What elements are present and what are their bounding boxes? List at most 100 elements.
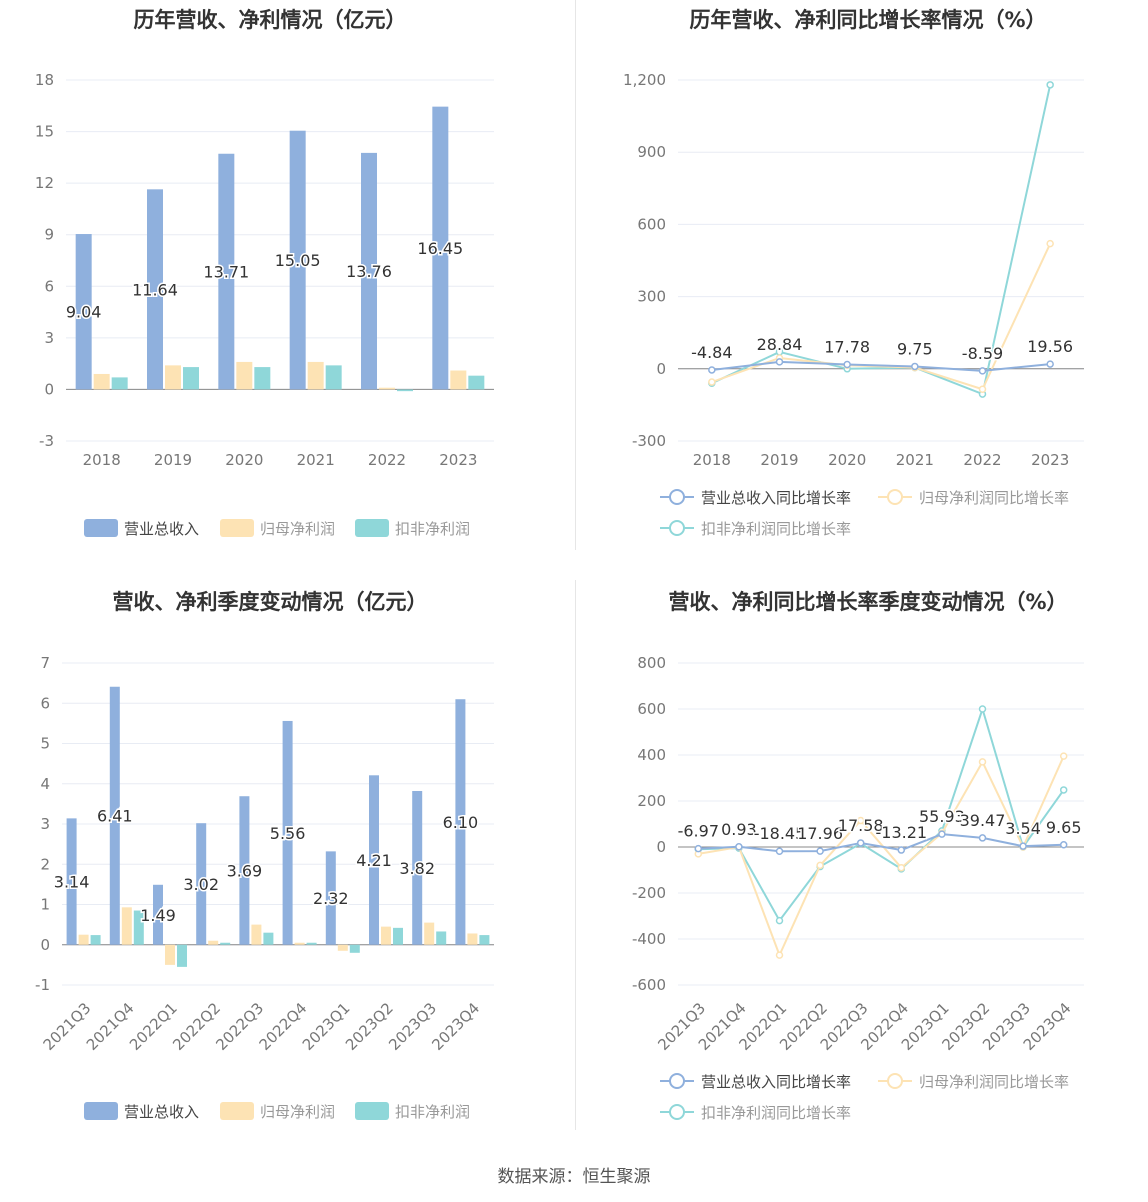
annual-revenue-profit-panel: 历年营收、净利情况（亿元） -3 0 3 6 9 12 15 18 9.04 11.64 13.71…	[0, 0, 574, 560]
legend-marker	[669, 489, 685, 505]
data-label: 6.41	[97, 807, 133, 826]
bar	[479, 935, 490, 945]
y-tick-label: 3	[44, 329, 54, 347]
data-point	[978, 367, 987, 375]
chart-title: 历年营收、净利情况（亿元）	[133, 8, 407, 32]
bar	[361, 152, 377, 390]
data-point	[843, 360, 851, 369]
y-tick-label: 5	[40, 735, 50, 753]
x-tick-label: 2019	[154, 451, 192, 469]
y-tick-label: -200	[632, 884, 666, 902]
data-label: 3.14	[54, 873, 90, 892]
bar	[282, 720, 293, 945]
data-label: 5.56	[270, 824, 306, 843]
data-point	[978, 705, 987, 713]
chart-title: 营收、净利季度变动情况（亿元）	[112, 590, 428, 614]
series-line	[711, 360, 1051, 372]
bar	[153, 884, 163, 945]
data-point	[1046, 81, 1054, 89]
annual-growth-chart: -300 0 300 600 900 1,200 -4.84 28.84 17.78 9.75 -8…	[623, 71, 1084, 538]
data-label: 3.54	[1005, 819, 1041, 838]
legend-swatch	[84, 519, 118, 537]
y-tick-label: 9	[44, 226, 54, 244]
legend-label: 归母净利润	[260, 1103, 335, 1121]
bar	[468, 375, 485, 390]
legend-marker	[669, 1073, 685, 1089]
bar	[90, 935, 101, 945]
x-tick-label: 2018	[83, 451, 121, 469]
data-label: 17.58	[838, 816, 884, 835]
legend-marker	[669, 520, 685, 536]
x-tick-label: 2020	[225, 451, 263, 469]
bar	[397, 389, 413, 392]
bar	[379, 387, 395, 390]
data-point	[775, 951, 784, 959]
legend-label: 归母净利润同比增长率	[919, 489, 1069, 507]
legend-label: 营业总收入同比增长率	[701, 1073, 851, 1091]
bar	[239, 796, 250, 945]
data-label: -6.97	[678, 822, 719, 841]
series-line	[698, 833, 1064, 853]
legend-swatch	[355, 1102, 389, 1120]
data-point	[1046, 360, 1054, 368]
chart-title: 营收、净利同比增长率季度变动情况（%）	[668, 590, 1068, 614]
data-label: 39.47	[960, 811, 1006, 830]
bar	[196, 823, 207, 945]
data-point	[708, 378, 716, 386]
x-tick-label: 2023	[439, 451, 477, 469]
series-line	[698, 755, 1065, 958]
quarterly-growth-panel: 营收、净利同比增长率季度变动情况（%） -600 -400 -200 0 200 400 6…	[574, 580, 1148, 1140]
bar	[121, 907, 132, 945]
vertical-divider	[575, 0, 576, 550]
bar	[325, 851, 336, 945]
y-tick-label: -600	[632, 976, 666, 994]
data-label: 3.69	[227, 861, 263, 880]
data-label: 9.04	[66, 303, 102, 322]
data-point	[816, 861, 824, 870]
bar	[455, 699, 466, 945]
data-label: 1.49	[140, 906, 176, 925]
data-point	[897, 846, 906, 854]
bar	[307, 361, 324, 390]
data-point	[816, 847, 824, 855]
bar	[263, 932, 274, 945]
y-tick-label: 300	[637, 288, 666, 306]
bar	[349, 944, 360, 953]
legend-label: 营业总收入同比增长率	[701, 489, 851, 507]
y-tick-label: 1	[40, 896, 50, 914]
data-label: 9.65	[1046, 818, 1082, 837]
data-point	[1059, 752, 1068, 760]
data-point	[978, 834, 987, 842]
bar	[165, 944, 175, 965]
y-tick-label: -1	[35, 976, 50, 994]
chart-title: 历年营收、净利同比增长率情况（%）	[689, 8, 1047, 32]
bar	[325, 365, 342, 390]
legend-swatch	[220, 1102, 254, 1120]
data-label: 19.56	[1027, 337, 1073, 356]
legend-swatch	[355, 519, 389, 537]
y-tick-label: 7	[40, 654, 50, 672]
annual-revenue-profit-chart: -3 0 3 6 9 12 15 18 9.04 11.64 13.71 15.05 13.76 16.4…	[35, 71, 494, 538]
data-point	[775, 916, 784, 925]
bar	[220, 942, 231, 945]
bar	[236, 361, 253, 390]
bar	[254, 367, 271, 390]
data-point	[1019, 842, 1027, 850]
quarterly-revenue-profit-panel: 营收、净利季度变动情况（亿元） -1 0 1 2 3 4 5 6 7 3.14 6.41 1.49 3.…	[0, 580, 574, 1140]
legend-label: 营业总收入	[124, 1103, 199, 1121]
bar	[251, 924, 262, 945]
data-label: 13.76	[346, 262, 392, 281]
series-line	[698, 705, 1065, 923]
data-label: 17.96	[797, 824, 843, 843]
bar	[109, 686, 120, 945]
annual-growth-panel: 历年营收、净利同比增长率情况（%） -300 0 300 600 900 1,200 -4.…	[574, 0, 1148, 560]
y-tick-label: 2	[40, 855, 50, 873]
bar	[294, 942, 305, 945]
bar	[66, 818, 77, 945]
bar	[183, 367, 199, 390]
quarterly-growth-chart: -600 -400 -200 0 200 400 600 800 -6.97 0.93-18.45…	[632, 654, 1084, 1122]
legend-label: 营业总收入	[124, 520, 199, 538]
bar	[165, 365, 181, 390]
y-tick-label: 4	[40, 775, 50, 793]
x-tick-label: 2018	[693, 451, 731, 469]
